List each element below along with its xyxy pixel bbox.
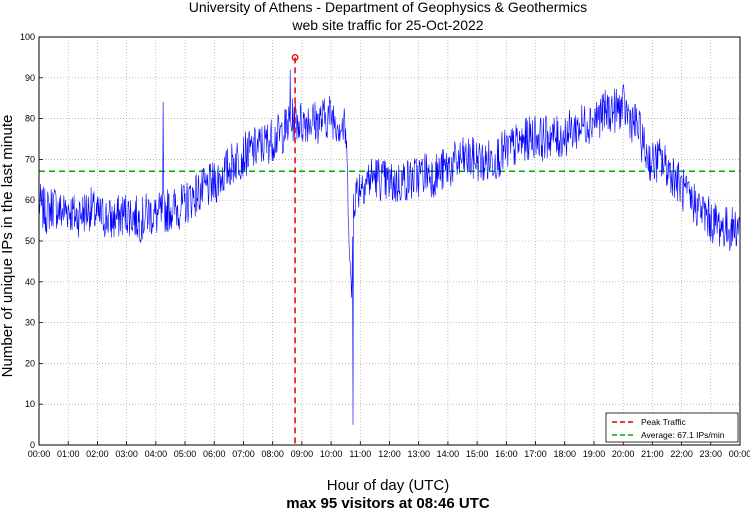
x-tick-label: 18:00: [553, 449, 576, 459]
y-tick-label: 60: [25, 195, 35, 205]
chart-title: University of Athens - Department of Geo…: [189, 0, 587, 15]
x-tick-label: 23:00: [700, 449, 723, 459]
y-tick-label: 100: [20, 32, 35, 42]
x-axis-label: Hour of day (UTC): [327, 477, 450, 494]
x-tick-label: 00:00: [28, 449, 51, 459]
peak-marker: [291, 53, 299, 61]
legend-box: [605, 412, 739, 443]
legend: Peak Traffic Average: 67.1 IPs/min: [605, 412, 739, 443]
x-tick-label: 19:00: [583, 449, 606, 459]
y-tick-label: 30: [25, 318, 35, 328]
chart-subtitle: web site traffic for 25-Oct-2022: [291, 17, 483, 33]
x-tick-label: 06:00: [203, 449, 226, 459]
y-axis-label: Number of unique IPs in the last minute: [0, 115, 16, 378]
y-tick-label: 10: [25, 399, 35, 409]
x-tick-label: 02:00: [86, 449, 109, 459]
x-tick-label: 15:00: [466, 449, 489, 459]
y-tick-label: 90: [25, 73, 35, 83]
legend-average-label: Average: 67.1 IPs/min: [641, 430, 725, 440]
plot-frame: [38, 36, 741, 446]
y-tick-label: 0: [30, 440, 35, 450]
x-tick-label: 08:00: [261, 449, 284, 459]
y-tick-label: 20: [25, 358, 35, 368]
y-tick-label: 80: [25, 114, 35, 124]
x-tick-label: 07:00: [232, 449, 255, 459]
traffic-series-layer: [38, 69, 741, 425]
x-tick-label: 10:00: [320, 449, 343, 459]
grid: [38, 36, 741, 446]
x-tick-label: 00:00: [729, 449, 750, 459]
x-tick-label: 17:00: [524, 449, 547, 459]
peak-summary: max 95 visitors at 08:46 UTC: [286, 495, 490, 511]
y-tick-label: 70: [25, 154, 35, 164]
x-tick-label: 20:00: [612, 449, 635, 459]
x-tick-label: 04:00: [145, 449, 168, 459]
x-tick-label: 05:00: [174, 449, 197, 459]
x-tick-label: 16:00: [495, 449, 518, 459]
x-tick-label: 01:00: [57, 449, 80, 459]
y-tick-label: 50: [25, 236, 35, 246]
legend-peak-label: Peak Traffic: [641, 417, 686, 427]
x-tick-label: 21:00: [641, 449, 664, 459]
x-tick-label: 03:00: [115, 449, 138, 459]
peak-layer: [291, 53, 299, 445]
y-tick-labels: 0 10 20 30 40 50 60 70 80 90 100: [20, 32, 35, 450]
x-tick-label: 11:00: [349, 449, 371, 459]
x-tick-label: 14:00: [437, 449, 460, 459]
x-tick-label: 12:00: [378, 449, 401, 459]
x-tick-label: 13:00: [407, 449, 430, 459]
x-tick-labels: 00:00 01:00 02:00 03:00 04:00 05:00 06:00 07:00…: [28, 449, 750, 459]
x-tick-label: 09:00: [291, 449, 314, 459]
y-tick-label: 40: [25, 277, 35, 287]
x-tick-label: 22:00: [670, 449, 693, 459]
traffic-line: [38, 69, 741, 425]
